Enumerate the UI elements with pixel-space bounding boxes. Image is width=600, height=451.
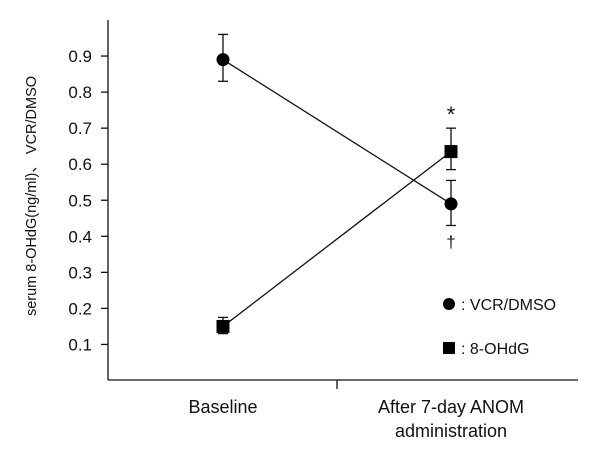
y-ticks: 0.1 0.2 0.3 0.4 0.5 0.6 0.7 0.8 0.9 <box>68 47 108 354</box>
series-lines <box>222 59 452 327</box>
axes <box>107 20 578 389</box>
square-marker <box>216 319 230 333</box>
legend-label: : VCR/DMSO <box>461 297 556 314</box>
legend-square-marker <box>443 342 455 354</box>
markers <box>216 53 458 333</box>
y-tick-label: 0.8 <box>68 83 92 102</box>
y-tick-label: 0.7 <box>68 119 92 138</box>
significance-annotation: * <box>447 102 456 127</box>
annotations: *† <box>446 102 455 251</box>
x-category-label: Baseline <box>188 397 257 417</box>
y-tick-label: 0.6 <box>68 155 92 174</box>
circle-marker <box>444 197 458 211</box>
series-line <box>222 151 452 327</box>
y-tick-label: 0.9 <box>68 47 92 66</box>
x-category-label: After 7-day ANOM <box>378 397 524 417</box>
legend: : VCR/DMSO : 8-OHdG <box>443 297 556 358</box>
y-tick-label: 0.3 <box>68 263 92 282</box>
y-tick-label: 0.4 <box>68 227 92 246</box>
y-tick-label: 0.5 <box>68 191 92 210</box>
legend-label: : 8-OHdG <box>461 341 529 358</box>
y-tick-label: 0.2 <box>68 299 92 318</box>
series-line <box>222 59 452 205</box>
circle-marker <box>216 53 230 67</box>
significance-annotation: † <box>446 232 455 251</box>
legend-circle-marker <box>443 298 455 310</box>
y-axis-label: serum 8-OHdG(ng/ml)、 VCR/DMSO <box>24 76 40 316</box>
labels: serum 8-OHdG(ng/ml)、 VCR/DMSO Baseline Aft… <box>24 76 524 441</box>
square-marker <box>444 145 458 159</box>
x-category-label: administration <box>395 421 507 441</box>
y-tick-label: 0.1 <box>68 335 92 354</box>
